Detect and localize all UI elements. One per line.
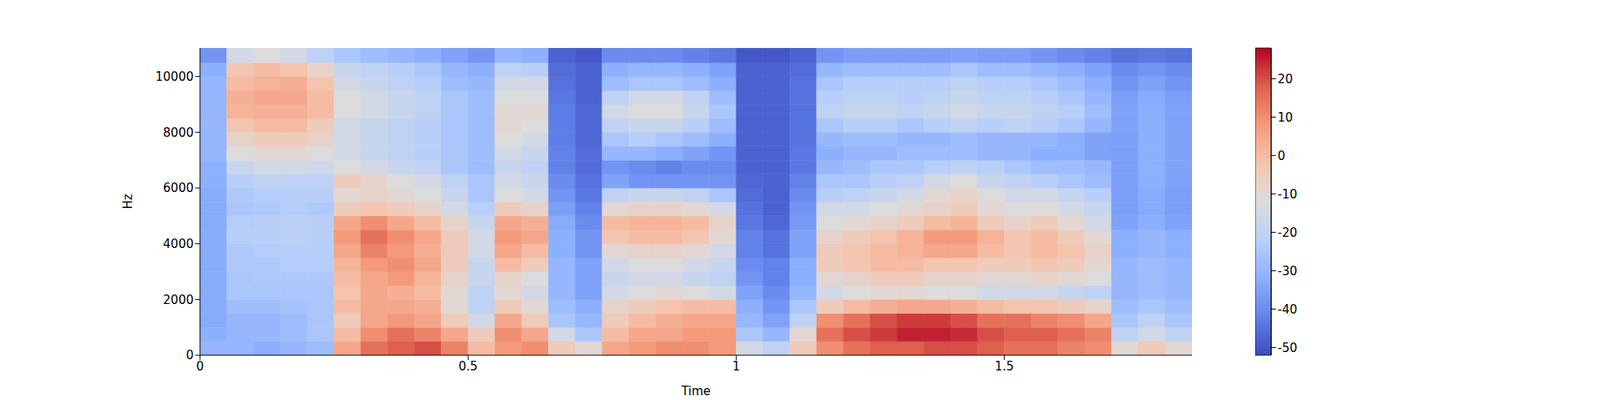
svg-text:0: 0 <box>185 348 194 363</box>
svg-text:1.5: 1.5 <box>994 359 1014 374</box>
svg-text:2000: 2000 <box>163 292 194 308</box>
svg-text:-20: -20 <box>1277 225 1298 240</box>
svg-text:Time: Time <box>680 384 712 399</box>
svg-text:20: 20 <box>1277 72 1293 87</box>
svg-text:0.5: 0.5 <box>458 359 478 374</box>
svg-text:10000: 10000 <box>155 69 194 84</box>
svg-text:0: 0 <box>1277 148 1286 164</box>
svg-text:1: 1 <box>732 359 740 374</box>
svg-text:-10: -10 <box>1277 187 1298 202</box>
svg-text:0: 0 <box>196 359 204 374</box>
svg-text:-30: -30 <box>1277 264 1298 279</box>
svg-text:8000: 8000 <box>163 125 194 140</box>
svg-text:4000: 4000 <box>163 236 194 252</box>
svg-text:6000: 6000 <box>163 180 194 196</box>
svg-text:10: 10 <box>1277 110 1293 125</box>
svg-text:-50: -50 <box>1277 340 1298 356</box>
svg-text:-40: -40 <box>1277 302 1298 317</box>
svg-text:Hz: Hz <box>120 193 136 209</box>
